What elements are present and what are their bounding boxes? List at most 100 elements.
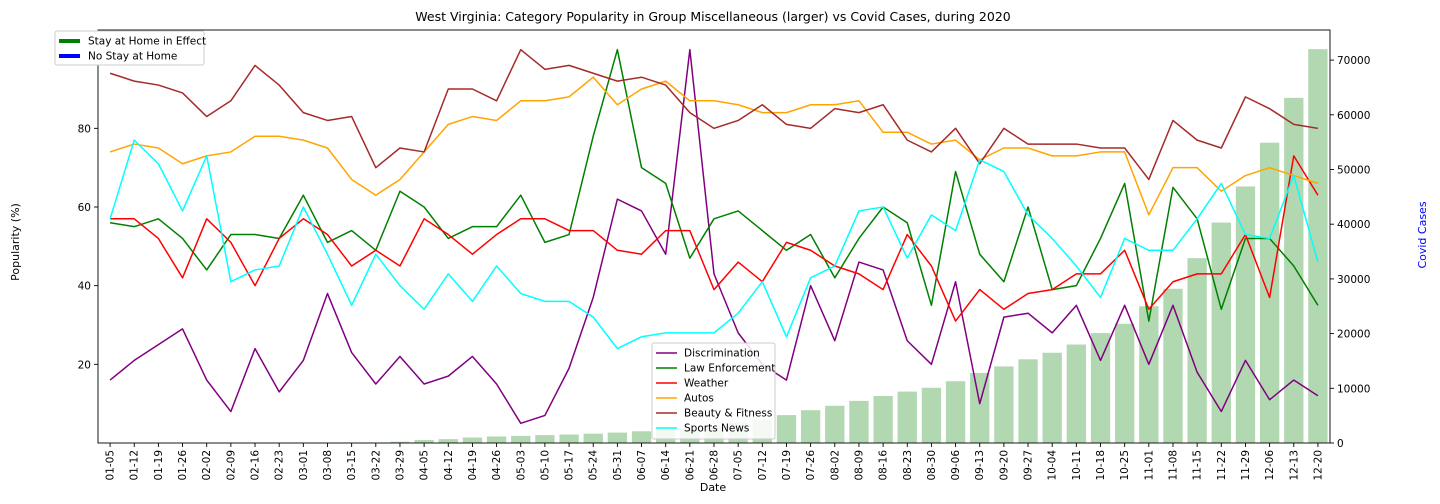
x-tick-label: 01-26: [177, 450, 189, 481]
x-tick-label: 11-29: [1240, 450, 1252, 481]
x-tick-label: 02-23: [274, 450, 286, 481]
series-line: [109, 48, 1319, 181]
covid-bar: [511, 435, 531, 443]
y2-tick-label: 50000: [1337, 164, 1370, 176]
covid-bar: [873, 395, 893, 443]
covid-bar: [583, 433, 603, 443]
covid-bar: [1042, 352, 1062, 443]
covid-bar: [535, 435, 555, 443]
x-tick-label: 10-18: [1095, 450, 1107, 481]
covid-bar: [1163, 288, 1183, 443]
covid-bar: [390, 441, 410, 443]
covid-bar: [970, 372, 990, 443]
x-tick-label: 02-09: [225, 450, 237, 481]
x-tick-label: 05-31: [612, 450, 624, 481]
covid-bar: [1308, 49, 1328, 444]
y-tick-label: 20: [78, 359, 91, 371]
covid-bar: [559, 434, 579, 443]
covid-bar: [849, 400, 869, 443]
covid-bar: [414, 440, 434, 443]
covid-bar: [1066, 344, 1087, 443]
x-tick-label: 04-12: [443, 450, 455, 481]
y-tick-label: 40: [78, 281, 91, 293]
covid-bar: [607, 432, 628, 443]
y2-tick-label: 30000: [1337, 274, 1370, 286]
series-line: [109, 139, 1319, 350]
covid-bar: [945, 381, 966, 443]
x-tick-label: 09-13: [974, 450, 986, 481]
x-tick-label: 07-05: [733, 450, 745, 481]
series-line: [109, 76, 1319, 216]
x-tick-label: 01-05: [105, 450, 117, 481]
x-tick-label: 06-07: [636, 450, 648, 481]
legend-label: Beauty & Fitness: [684, 408, 772, 420]
covid-bar: [897, 391, 917, 443]
x-tick-label: 08-23: [902, 450, 914, 481]
x-tick-label: 03-01: [298, 450, 310, 481]
x-tick-label: 12-13: [1288, 450, 1300, 481]
x-tick-label: 05-24: [588, 450, 600, 481]
x-tick-label: 11-15: [1192, 450, 1204, 481]
x-tick-label: 06-14: [660, 450, 672, 481]
chart-title: West Virginia: Category Popularity in Gr…: [415, 9, 1011, 24]
covid-bar: [776, 415, 797, 443]
x-tick-label: 04-26: [491, 450, 503, 481]
x-tick-label: 09-20: [998, 450, 1010, 481]
x-tick-label: 02-16: [250, 450, 262, 481]
covid-bar: [1187, 258, 1207, 443]
x-tick-label: 12-06: [1264, 450, 1276, 481]
legend-label: Law Enforcement: [684, 363, 775, 375]
y2-tick-label: 20000: [1337, 329, 1370, 341]
x-tick-label: 05-03: [515, 450, 527, 481]
covid-bar: [1211, 222, 1231, 443]
legend-label: Sports News: [684, 423, 749, 435]
covid-bar: [800, 410, 821, 443]
x-tick-label: 07-19: [781, 450, 793, 481]
covid-bar: [1259, 142, 1280, 443]
legend-label: Stay at Home in Effect: [88, 36, 206, 48]
covid-bar: [462, 437, 483, 443]
x-tick-label: 05-10: [539, 450, 551, 481]
x-tick-label: 03-15: [346, 450, 358, 481]
x-tick-label: 01-12: [129, 450, 141, 481]
y2-tick-label: 70000: [1337, 55, 1370, 67]
legend-label: Autos: [684, 393, 714, 405]
x-tick-label: 11-01: [1143, 450, 1155, 481]
x-tick-label: 10-11: [1071, 450, 1083, 481]
covid-bar: [1018, 359, 1038, 443]
x-tick-label: 03-29: [394, 450, 406, 481]
legend-label: Weather: [684, 378, 729, 390]
x-tick-label: 03-08: [322, 450, 334, 481]
x-tick-label: 08-02: [829, 450, 841, 481]
legend-categories: Discrimination Law Enforcement Weather Auto…: [651, 342, 776, 440]
legend-stay-at-home: Stay at Home in Effect No Stay at Home: [54, 30, 206, 66]
x-tick-label: 10-25: [1119, 450, 1131, 481]
bars-layer: [366, 49, 1328, 444]
y2-tick-label: 60000: [1337, 110, 1370, 122]
y2-tick-label: 0: [1337, 438, 1344, 450]
x-tick-label: 08-16: [878, 450, 890, 481]
x-tick-label: 04-19: [467, 450, 479, 481]
x-tick-label: 08-09: [853, 450, 865, 481]
covid-bar: [994, 366, 1014, 443]
x-tick-label: 07-12: [757, 450, 769, 481]
x-tick-label: 10-04: [1047, 450, 1059, 481]
series-line: [109, 48, 1319, 425]
x-tick-label: 02-02: [201, 450, 213, 481]
x-tick-label: 08-30: [926, 450, 938, 481]
legend-box: [54, 30, 205, 66]
x-tick-label: 09-06: [950, 450, 962, 481]
y2-tick-label: 40000: [1337, 219, 1370, 231]
covid-bar: [1090, 333, 1111, 443]
covid-bar: [1284, 97, 1304, 443]
x-tick-label: 03-22: [370, 450, 382, 481]
x-tick-label: 05-17: [564, 450, 576, 481]
covid-bar: [1235, 186, 1256, 443]
covid-bar: [631, 431, 652, 443]
y-tick-label: 80: [78, 123, 91, 135]
series-line: [109, 48, 1319, 322]
x-tick-label: 11-22: [1216, 450, 1228, 481]
x-tick-label: 11-08: [1167, 450, 1179, 481]
x-tick-label: 01-19: [153, 450, 165, 481]
